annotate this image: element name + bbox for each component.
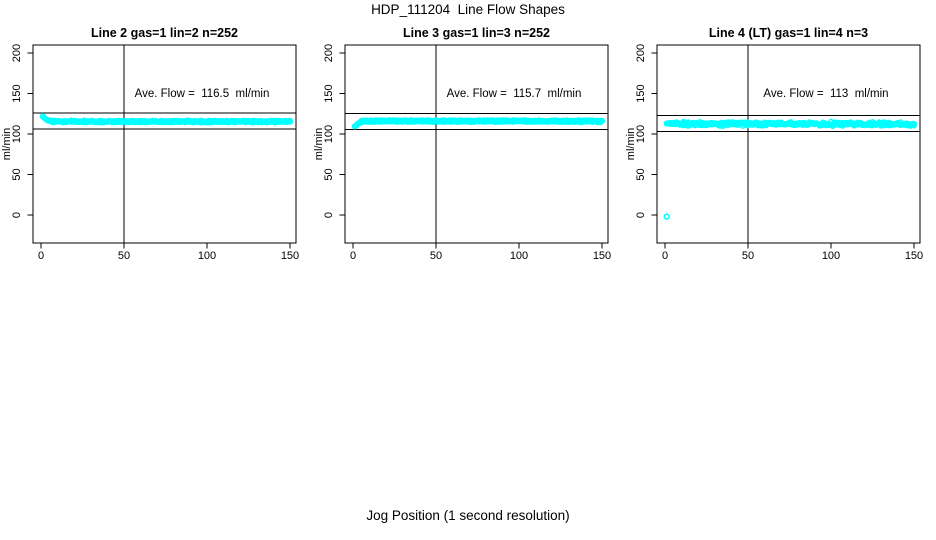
- svg-text:Ave. Flow = 116.5 ml/min: Ave. Flow = 116.5 ml/min: [135, 88, 270, 100]
- svg-text:Line 3 gas=1 lin=3 n=252: Line 3 gas=1 lin=3 n=252: [403, 26, 550, 40]
- x-axis-label: Jog Position (1 second resolution): [366, 508, 570, 523]
- ave-flow-annotation: Ave. Flow = 113 ml/min: [763, 88, 888, 100]
- svg-text:150: 150: [11, 84, 23, 102]
- svg-text:50: 50: [323, 168, 335, 180]
- svg-text:200: 200: [11, 44, 23, 62]
- plot-box: [656, 44, 921, 244]
- flow-plot-svg: Line 2 gas=1 lin=2 n=252 0 50 100 150 200 ml/m…: [1, 26, 299, 262]
- svg-text:50: 50: [118, 250, 130, 262]
- svg-text:100: 100: [822, 250, 840, 262]
- svg-text:Line 2 gas=1 lin=2 n=252: Line 2 gas=1 lin=2 n=252: [91, 26, 238, 40]
- svg-text:200: 200: [635, 44, 647, 62]
- y-axis: 0 50 100 150 200 ml/min: [625, 44, 657, 218]
- ave-flow-annotation: Ave. Flow = 116.5 ml/min: [135, 88, 270, 100]
- panel-title: Line 4 (LT) gas=1 lin=4 n=3: [709, 26, 868, 40]
- reference-lines: [33, 45, 296, 243]
- svg-text:100: 100: [510, 250, 528, 262]
- svg-text:50: 50: [11, 168, 23, 180]
- y-axis: 0 50 100 150 200 ml/min: [1, 44, 33, 218]
- svg-text:0: 0: [662, 250, 668, 262]
- plot-box: [32, 44, 297, 244]
- svg-text:ml/min: ml/min: [313, 128, 325, 160]
- svg-text:0: 0: [323, 212, 335, 218]
- svg-text:100: 100: [198, 250, 216, 262]
- data-points: [39, 113, 293, 126]
- svg-text:50: 50: [635, 168, 647, 180]
- reference-lines: [345, 45, 608, 243]
- panel-line-4: Line 4 (LT) gas=1 lin=4 n=3 0 50 100 150 200 m…: [624, 25, 936, 265]
- svg-text:100: 100: [635, 125, 647, 143]
- panel-line-3: Line 3 gas=1 lin=3 n=252 0 50 100 150 200 ml/m…: [312, 25, 624, 265]
- svg-text:Line 4 (LT) gas=1 lin=4 n=3: Line 4 (LT) gas=1 lin=4 n=3: [709, 26, 868, 40]
- data-points: [351, 117, 605, 130]
- figure-title: HDP_111204 Line Flow Shapes: [371, 2, 565, 17]
- x-axis: 0 50 100 150: [350, 243, 611, 262]
- svg-text:150: 150: [281, 250, 299, 262]
- svg-text:ml/min: ml/min: [1, 128, 13, 160]
- ave-flow-annotation: Ave. Flow = 115.7 ml/min: [447, 88, 582, 100]
- svg-text:150: 150: [323, 84, 335, 102]
- panel-line-2: Line 2 gas=1 lin=2 n=252 0 50 100 150 200 ml/m…: [0, 25, 312, 265]
- x-axis: 0 50 100 150: [662, 243, 923, 262]
- svg-text:50: 50: [430, 250, 442, 262]
- svg-text:150: 150: [905, 250, 923, 262]
- svg-text:0: 0: [38, 250, 44, 262]
- flow-plot-svg: Line 4 (LT) gas=1 lin=4 n=3 0 50 100 150 200 m…: [625, 26, 923, 262]
- svg-text:200: 200: [323, 44, 335, 62]
- reference-lines: [657, 45, 920, 243]
- flow-plot-svg: Line 3 gas=1 lin=3 n=252 0 50 100 150 200 ml/m…: [313, 26, 611, 262]
- data-points: [663, 118, 917, 220]
- panel-title: Line 2 gas=1 lin=2 n=252: [91, 26, 238, 40]
- svg-text:Ave. Flow = 115.7 ml/min: Ave. Flow = 115.7 ml/min: [447, 88, 582, 100]
- svg-text:100: 100: [323, 125, 335, 143]
- svg-text:0: 0: [11, 212, 23, 218]
- panel-title: Line 3 gas=1 lin=3 n=252: [403, 26, 550, 40]
- svg-text:0: 0: [350, 250, 356, 262]
- svg-text:Ave. Flow = 113 ml/min: Ave. Flow = 113 ml/min: [763, 88, 888, 100]
- svg-text:50: 50: [742, 250, 754, 262]
- y-axis: 0 50 100 150 200 ml/min: [313, 44, 345, 218]
- svg-text:150: 150: [635, 84, 647, 102]
- svg-text:ml/min: ml/min: [625, 128, 637, 160]
- plot-box: [344, 44, 609, 244]
- svg-text:0: 0: [635, 212, 647, 218]
- svg-text:100: 100: [11, 125, 23, 143]
- panels-row: Line 2 gas=1 lin=2 n=252 0 50 100 150 200 ml/m…: [0, 25, 936, 265]
- svg-text:150: 150: [593, 250, 611, 262]
- x-axis: 0 50 100 150: [38, 243, 299, 262]
